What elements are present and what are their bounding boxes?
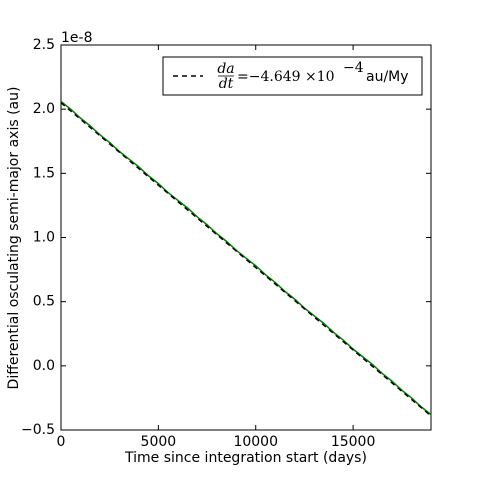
legend-box — [162, 56, 423, 96]
x-axis-label: Time since integration start (days) — [124, 450, 367, 466]
legend-denominator: dt — [219, 76, 234, 92]
plot-frame — [60, 44, 432, 431]
y-axis-label: Differential osculating semi-major axis … — [6, 87, 22, 390]
legend-unit: au/My — [366, 69, 409, 85]
y-tick-label: 0.5 — [33, 294, 55, 310]
x-tick-label: 10000 — [233, 434, 278, 450]
x-tick-label: 5000 — [141, 434, 177, 450]
legend-numerator: da — [217, 61, 234, 77]
y-tick-label: −0.5 — [21, 422, 55, 438]
y-tick-label: 2.5 — [33, 37, 55, 53]
x-tick-label: 15000 — [331, 434, 376, 450]
x-tick-label: 0 — [57, 434, 66, 450]
y-tick-label: 0.0 — [33, 358, 55, 374]
offset-text: 1e-8 — [61, 30, 92, 46]
legend-text: =−4.649 ×10 — [237, 69, 335, 85]
y-tick-label: 2.0 — [33, 101, 55, 117]
y-tick-label: 1.5 — [33, 165, 55, 181]
legend-exponent: −4 — [343, 60, 364, 76]
y-tick-label: 1.0 — [33, 230, 55, 246]
data-line — [60, 100, 432, 416]
